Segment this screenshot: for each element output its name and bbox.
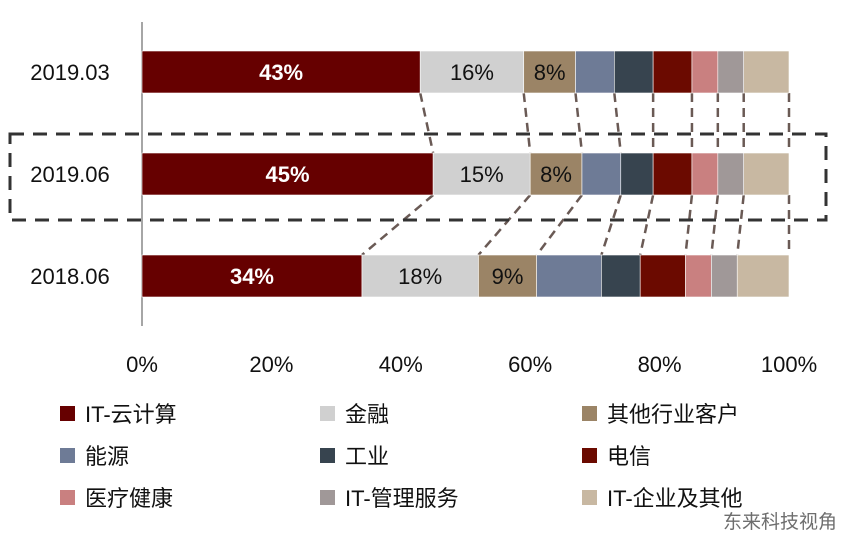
x-tick-label: 60% [508,352,552,377]
legend-swatch [320,405,335,421]
x-tick-label: 20% [249,352,293,377]
x-tick-label: 0% [126,352,158,377]
data-label: 8% [540,162,572,187]
legend-label: IT-企业及其他 [607,486,743,511]
connector-line [418,92,435,154]
category-label: 2018.06 [30,264,110,289]
legend-item: IT-云计算 [60,397,177,429]
legend-label: 其他行业客户 [607,402,740,427]
legend-item: 医疗健康 [60,481,173,513]
legend-swatch [582,447,597,463]
legend-label: 能源 [85,444,130,469]
legend-label: IT-云计算 [85,402,177,427]
connector-line [710,194,720,256]
legend-swatch [582,405,597,421]
legend-swatch [320,489,335,505]
legend-label: 医疗健康 [85,486,174,511]
bar-segment [432,152,531,196]
data-label: 45% [266,162,310,187]
bar-segment [478,254,537,298]
bar-segment [601,254,641,298]
bar-segment [743,50,790,94]
x-tick-label: 100% [761,352,817,377]
highlight-box [8,132,828,222]
data-label: 9% [492,264,524,289]
legend-label: 电信 [607,444,652,469]
data-label: 43% [259,60,303,85]
data-label: 8% [534,60,566,85]
category-label: 2019.03 [30,60,110,85]
bar-segment [620,152,654,196]
bar-segment [711,254,738,298]
legend-item: 金融 [320,397,389,429]
connector-line [477,194,532,256]
bar-segment [717,152,745,196]
connector-line [361,194,434,256]
legend-swatch [582,489,597,505]
connector-line [613,92,623,154]
category-label: 2019.06 [30,162,110,187]
bar-segment [614,50,654,94]
legend-swatch [60,447,75,463]
bar-segment [575,50,615,94]
connector-line [684,194,694,256]
bar-segment [536,254,602,298]
data-label: 16% [450,60,494,85]
legend-label: 金融 [345,402,390,427]
connector-line [574,92,584,154]
connector-line [535,194,583,256]
legend-swatch [60,405,75,421]
legend-item: IT-管理服务 [320,481,459,513]
bar-segment [736,254,790,298]
data-label: 18% [398,264,442,289]
bar-segment [685,254,712,298]
bar-segment [523,50,576,94]
data-label: 34% [230,264,274,289]
bar-segment [141,50,421,94]
legend-item: 工业 [320,439,389,471]
legend-item: 其他行业客户 [582,397,739,429]
bar-segment [581,152,622,196]
connector-line [735,194,745,256]
legend-item: IT-企业及其他 [582,481,743,513]
bar-segment [652,152,693,196]
watermark: 东来科技视角 [722,512,837,533]
connector-line [638,194,655,256]
legend-label: IT-管理服务 [345,486,459,511]
legend-swatch [320,447,335,463]
legend-label: 工业 [345,444,390,469]
legend-item: 电信 [582,439,651,471]
data-label: 15% [460,162,504,187]
bar-segment [141,254,363,298]
legend-item: 能源 [60,439,129,471]
bar-segment [743,152,790,196]
x-tick-label: 80% [638,352,682,377]
bar-segment [691,152,719,196]
bar-segment [691,50,719,94]
bar-segment [361,254,479,298]
x-tick-label: 40% [379,352,423,377]
bar-segment [652,50,693,94]
legend-swatch [60,489,75,505]
bar-segment [717,50,745,94]
connector-line [522,92,532,154]
bar-segment [639,254,686,298]
connector-line [600,194,622,256]
bar-segment [141,152,434,196]
